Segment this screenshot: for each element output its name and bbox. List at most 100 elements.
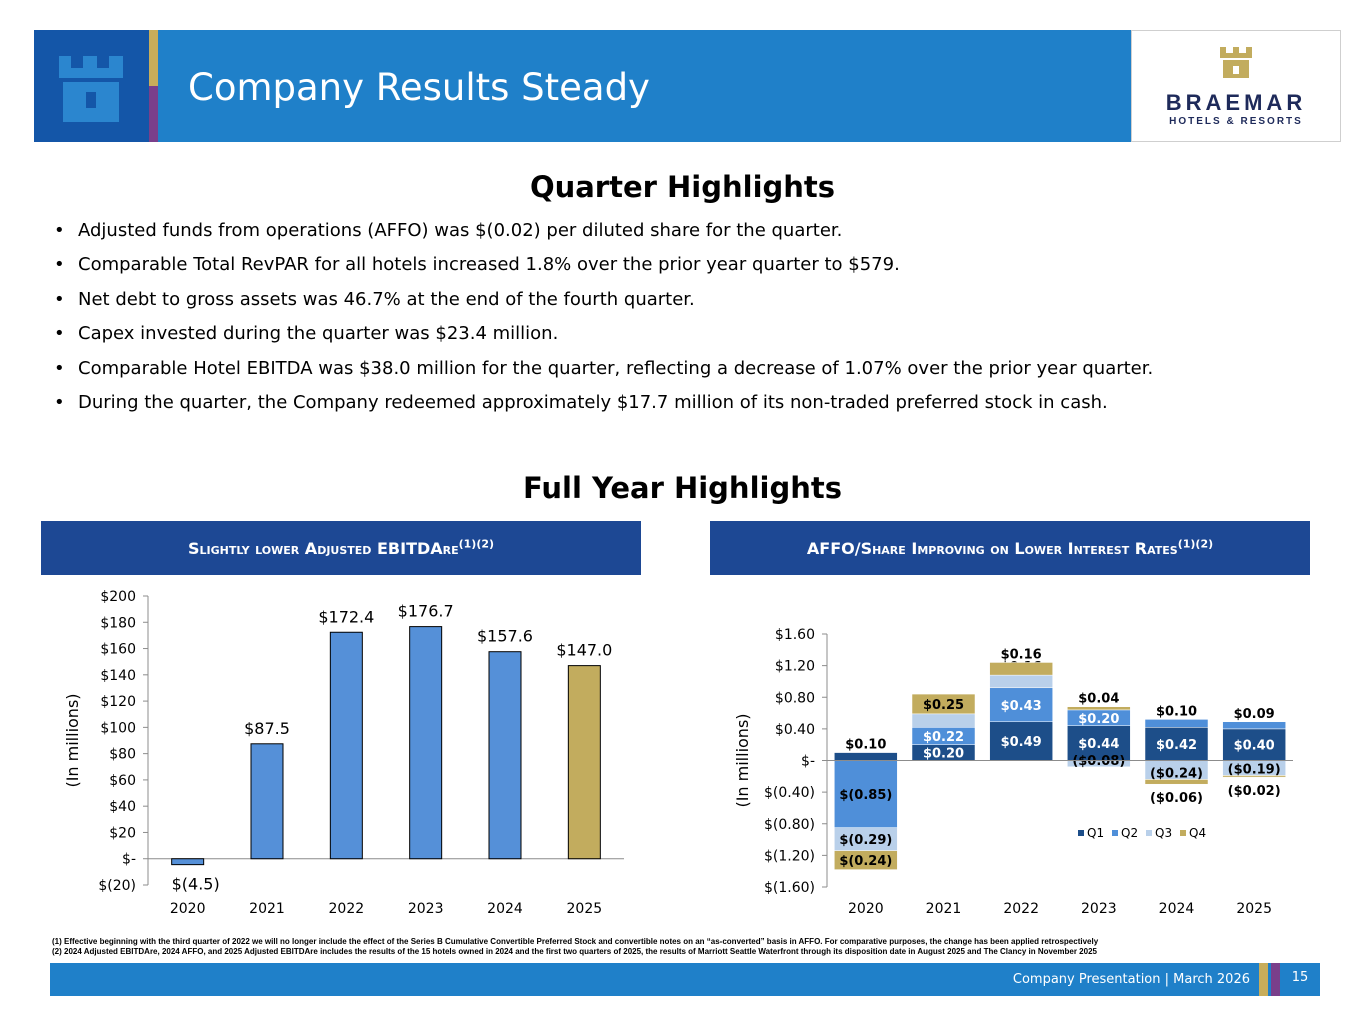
affo-data-label: $0.20 bbox=[923, 747, 964, 762]
bullet-glyph: • bbox=[54, 288, 65, 310]
legend-label-q4: Q4 bbox=[1189, 826, 1206, 840]
affo-segment-q1-2024 bbox=[1144, 727, 1209, 761]
logo-wordmark: BRAEMAR bbox=[1165, 90, 1307, 115]
footnote-1: (1) Effective beginning with the third q… bbox=[52, 937, 1099, 946]
footer-bar bbox=[50, 963, 1320, 996]
affo-panel-footnote-ref: (1)(2) bbox=[1177, 537, 1214, 551]
footer-caption: Company Presentation | March 2026 bbox=[1012, 972, 1250, 987]
y-axis-title: (In millions) bbox=[733, 713, 752, 807]
affo-segment-q1-2023 bbox=[1067, 725, 1131, 761]
ebitda-bar-2022 bbox=[329, 631, 363, 860]
y-tick-label: $(0.40) bbox=[764, 785, 815, 801]
y-tick-label: $1.20 bbox=[775, 659, 815, 675]
x-tick-label: 2021 bbox=[249, 901, 285, 917]
legend-swatch-q4 bbox=[1180, 830, 1186, 836]
y-tick-label: $(1.60) bbox=[764, 880, 815, 896]
ebitda-bar-2025 bbox=[567, 665, 601, 860]
affo-data-label: $0.22 bbox=[923, 730, 964, 745]
bullet-glyph: • bbox=[54, 323, 65, 345]
y-tick-label: $80 bbox=[109, 747, 136, 763]
legend-label-q3: Q3 bbox=[1155, 826, 1172, 840]
y-tick-label: $- bbox=[122, 852, 136, 868]
affo-panel-title: AFFO/Share Improving on Lower Interest R… bbox=[806, 539, 1178, 558]
affo-segment-q2-2022 bbox=[989, 687, 1053, 723]
bullet-item: • Comparable Total RevPAR for all hotels … bbox=[48, 248, 1153, 282]
ebitda-panel-footnote-ref: (1)(2) bbox=[458, 537, 495, 551]
full-year-highlights-title: Full Year Highlights bbox=[523, 471, 842, 505]
affo-data-label: $0.40 bbox=[1234, 739, 1275, 754]
bullet-item: • Capex invested during the quarter was $… bbox=[48, 317, 1153, 351]
affo-segment-q3-2021 bbox=[911, 713, 976, 728]
header-bar bbox=[34, 30, 1131, 142]
affo-data-label: $0.25 bbox=[923, 698, 964, 713]
y-tick-label: $200 bbox=[100, 589, 136, 605]
affo-data-label: $0.10 bbox=[845, 738, 886, 753]
quarter-highlights-title: Quarter Highlights bbox=[529, 170, 836, 204]
affo-stacked-bar-chart: $1.60 $1.20 $0.80 $0.40 $- $(0.40) $(0.80) $(1.… bbox=[733, 627, 1293, 917]
quarter-bullet-list: • Adjusted funds from operations (AFFO) w… bbox=[48, 214, 1153, 420]
affo-data-label: $0.04 bbox=[1078, 692, 1119, 707]
bullet-text: Adjusted funds from operations (AFFO) wa… bbox=[78, 220, 843, 241]
affo-segment-q3-2022 bbox=[989, 674, 1053, 689]
ebitda-bar-chart: $200 $180 $160 $140 $120 $100 $80 $60 $40 $20 $- $(… bbox=[63, 589, 624, 917]
bullet-text: Capex invested during the quarter was $2… bbox=[78, 323, 559, 345]
bullet-text: Comparable Total RevPAR for all hotels i… bbox=[78, 254, 900, 276]
affo-data-label: $0.44 bbox=[1078, 737, 1119, 752]
affo-data-label: $0.09 bbox=[1234, 707, 1275, 722]
y-tick-label: $(0.80) bbox=[764, 817, 815, 833]
affo-data-label: $(0.85) bbox=[839, 788, 892, 803]
x-tick-label: 2020 bbox=[848, 901, 884, 917]
ebitda-bar-2020 bbox=[171, 858, 205, 866]
logo-castle-icon bbox=[1220, 47, 1252, 78]
legend-label-q2: Q2 bbox=[1121, 826, 1138, 840]
ebitda-data-label: $172.4 bbox=[318, 607, 374, 626]
y-tick-label: $100 bbox=[100, 720, 136, 736]
x-tick-label: 2022 bbox=[329, 901, 365, 917]
affo-segment-q4-2022 bbox=[989, 662, 1053, 676]
affo-data-label: $(0.29) bbox=[839, 833, 892, 848]
y-tick-label: $180 bbox=[100, 615, 136, 631]
affo-segment-q1-2022 bbox=[989, 721, 1053, 761]
x-tick-label: 2023 bbox=[1081, 901, 1117, 917]
ebitda-data-label: $157.6 bbox=[477, 627, 533, 646]
bullet-text: During the quarter, the Company redeemed… bbox=[78, 391, 1108, 413]
bullet-item: • Net debt to gross assets was 46.7% at t… bbox=[48, 283, 1153, 317]
y-tick-label: $(1.20) bbox=[764, 848, 815, 864]
ebitda-bar-2021 bbox=[250, 743, 284, 860]
y-tick-label: $140 bbox=[100, 668, 136, 684]
affo-segment-q2-2024 bbox=[1144, 719, 1209, 728]
x-tick-label: 2025 bbox=[1236, 901, 1272, 917]
x-tick-label: 2024 bbox=[1159, 901, 1195, 917]
affo-segment-q2-2025 bbox=[1222, 721, 1286, 730]
footer-accent-purple bbox=[1271, 963, 1280, 996]
y-tick-label: $0.40 bbox=[775, 722, 815, 738]
footer-accent-gold bbox=[1259, 963, 1268, 996]
accent-bar-purple bbox=[149, 86, 158, 142]
affo-data-label: $0.20 bbox=[1078, 712, 1119, 727]
affo-data-label: $0.42 bbox=[1156, 738, 1197, 753]
footnote-2: (2) 2024 Adjusted EBITDAre, 2024 AFFO, a… bbox=[52, 947, 1097, 956]
legend-label-q1: Q1 bbox=[1087, 826, 1104, 840]
ebitda-bar-2023 bbox=[409, 626, 443, 860]
bullet-glyph: • bbox=[54, 391, 65, 413]
x-tick-label: 2020 bbox=[170, 901, 206, 917]
castle-icon bbox=[34, 30, 149, 142]
affo-data-label: $0.10 bbox=[1156, 704, 1197, 719]
ebitda-bar-2024 bbox=[488, 651, 522, 860]
affo-data-label: ($0.06) bbox=[1150, 791, 1203, 806]
affo-data-label: $(0.24) bbox=[839, 854, 892, 869]
affo-segment-q1-2025 bbox=[1222, 728, 1286, 761]
ebitda-panel-title: Slightly lower Adjusted EBITDAre bbox=[187, 539, 459, 558]
legend-swatch-q2 bbox=[1112, 830, 1118, 836]
affo-segment-q4-2021 bbox=[911, 693, 976, 715]
affo-segment-q2-2020 bbox=[834, 760, 898, 828]
ebitda-data-label: $147.0 bbox=[556, 641, 612, 660]
bullet-item: • Comparable Hotel EBITDA was $38.0 milli… bbox=[48, 352, 1153, 386]
x-tick-label: 2023 bbox=[408, 901, 444, 917]
affo-data-label: ($0.24) bbox=[1150, 766, 1203, 781]
legend-swatch-q3 bbox=[1146, 830, 1152, 836]
y-tick-label: $60 bbox=[109, 773, 136, 789]
affo-data-label: ($0.08) bbox=[1072, 754, 1125, 769]
affo-data-label: $0.49 bbox=[1001, 735, 1042, 750]
y-axis-title: (In millions) bbox=[63, 693, 82, 787]
